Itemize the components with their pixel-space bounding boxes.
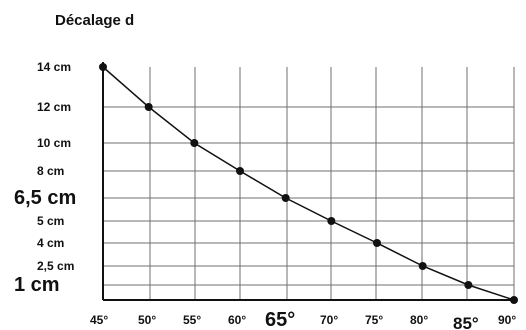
chart-axes	[102, 62, 514, 301]
y-tick-label: 12 cm	[37, 100, 71, 114]
x-tick-label: 90°	[498, 313, 516, 327]
series-point	[510, 296, 518, 304]
x-tick-label: 60°	[228, 313, 246, 327]
y-tick-label: 4 cm	[37, 236, 64, 250]
x-tick-label: 70°	[320, 313, 338, 327]
series-point	[236, 167, 244, 175]
series-line	[102, 66, 515, 301]
series-point	[281, 194, 290, 202]
series-points	[99, 63, 518, 304]
series-point	[327, 217, 336, 225]
x-tick-label: 85°	[453, 314, 479, 330]
x-tick-label: 75°	[365, 313, 383, 327]
y-tick-label: 2,5 cm	[37, 259, 74, 273]
y-tick-label: 5 cm	[37, 214, 64, 228]
x-tick-labels: 45° 50° 55° 60° 65° 70° 75° 80° 85° 90°	[90, 309, 516, 330]
y-tick-label: 6,5 cm	[14, 187, 76, 209]
series-point	[99, 63, 107, 71]
series-point	[464, 281, 473, 289]
chart-title: Décalage d	[55, 12, 134, 29]
y-tick-label: 1 cm	[14, 274, 60, 296]
x-tick-label: 45°	[90, 313, 108, 327]
series-point	[144, 103, 153, 111]
x-tick-label: 55°	[183, 313, 201, 327]
x-tick-label: 65°	[265, 309, 295, 330]
x-tick-label: 50°	[138, 313, 156, 327]
series-point	[190, 139, 199, 147]
series-point	[373, 239, 381, 247]
x-tick-label: 80°	[410, 313, 428, 327]
y-tick-label: 10 cm	[37, 136, 71, 150]
y-tick-labels: 14 cm 12 cm 10 cm 8 cm 6,5 cm 5 cm 4 cm 2,5 cm1…	[14, 60, 76, 296]
y-tick-label: 14 cm	[37, 60, 71, 74]
series-point	[418, 262, 427, 270]
chart-grid	[103, 67, 515, 300]
y-tick-label: 8 cm	[37, 164, 64, 178]
